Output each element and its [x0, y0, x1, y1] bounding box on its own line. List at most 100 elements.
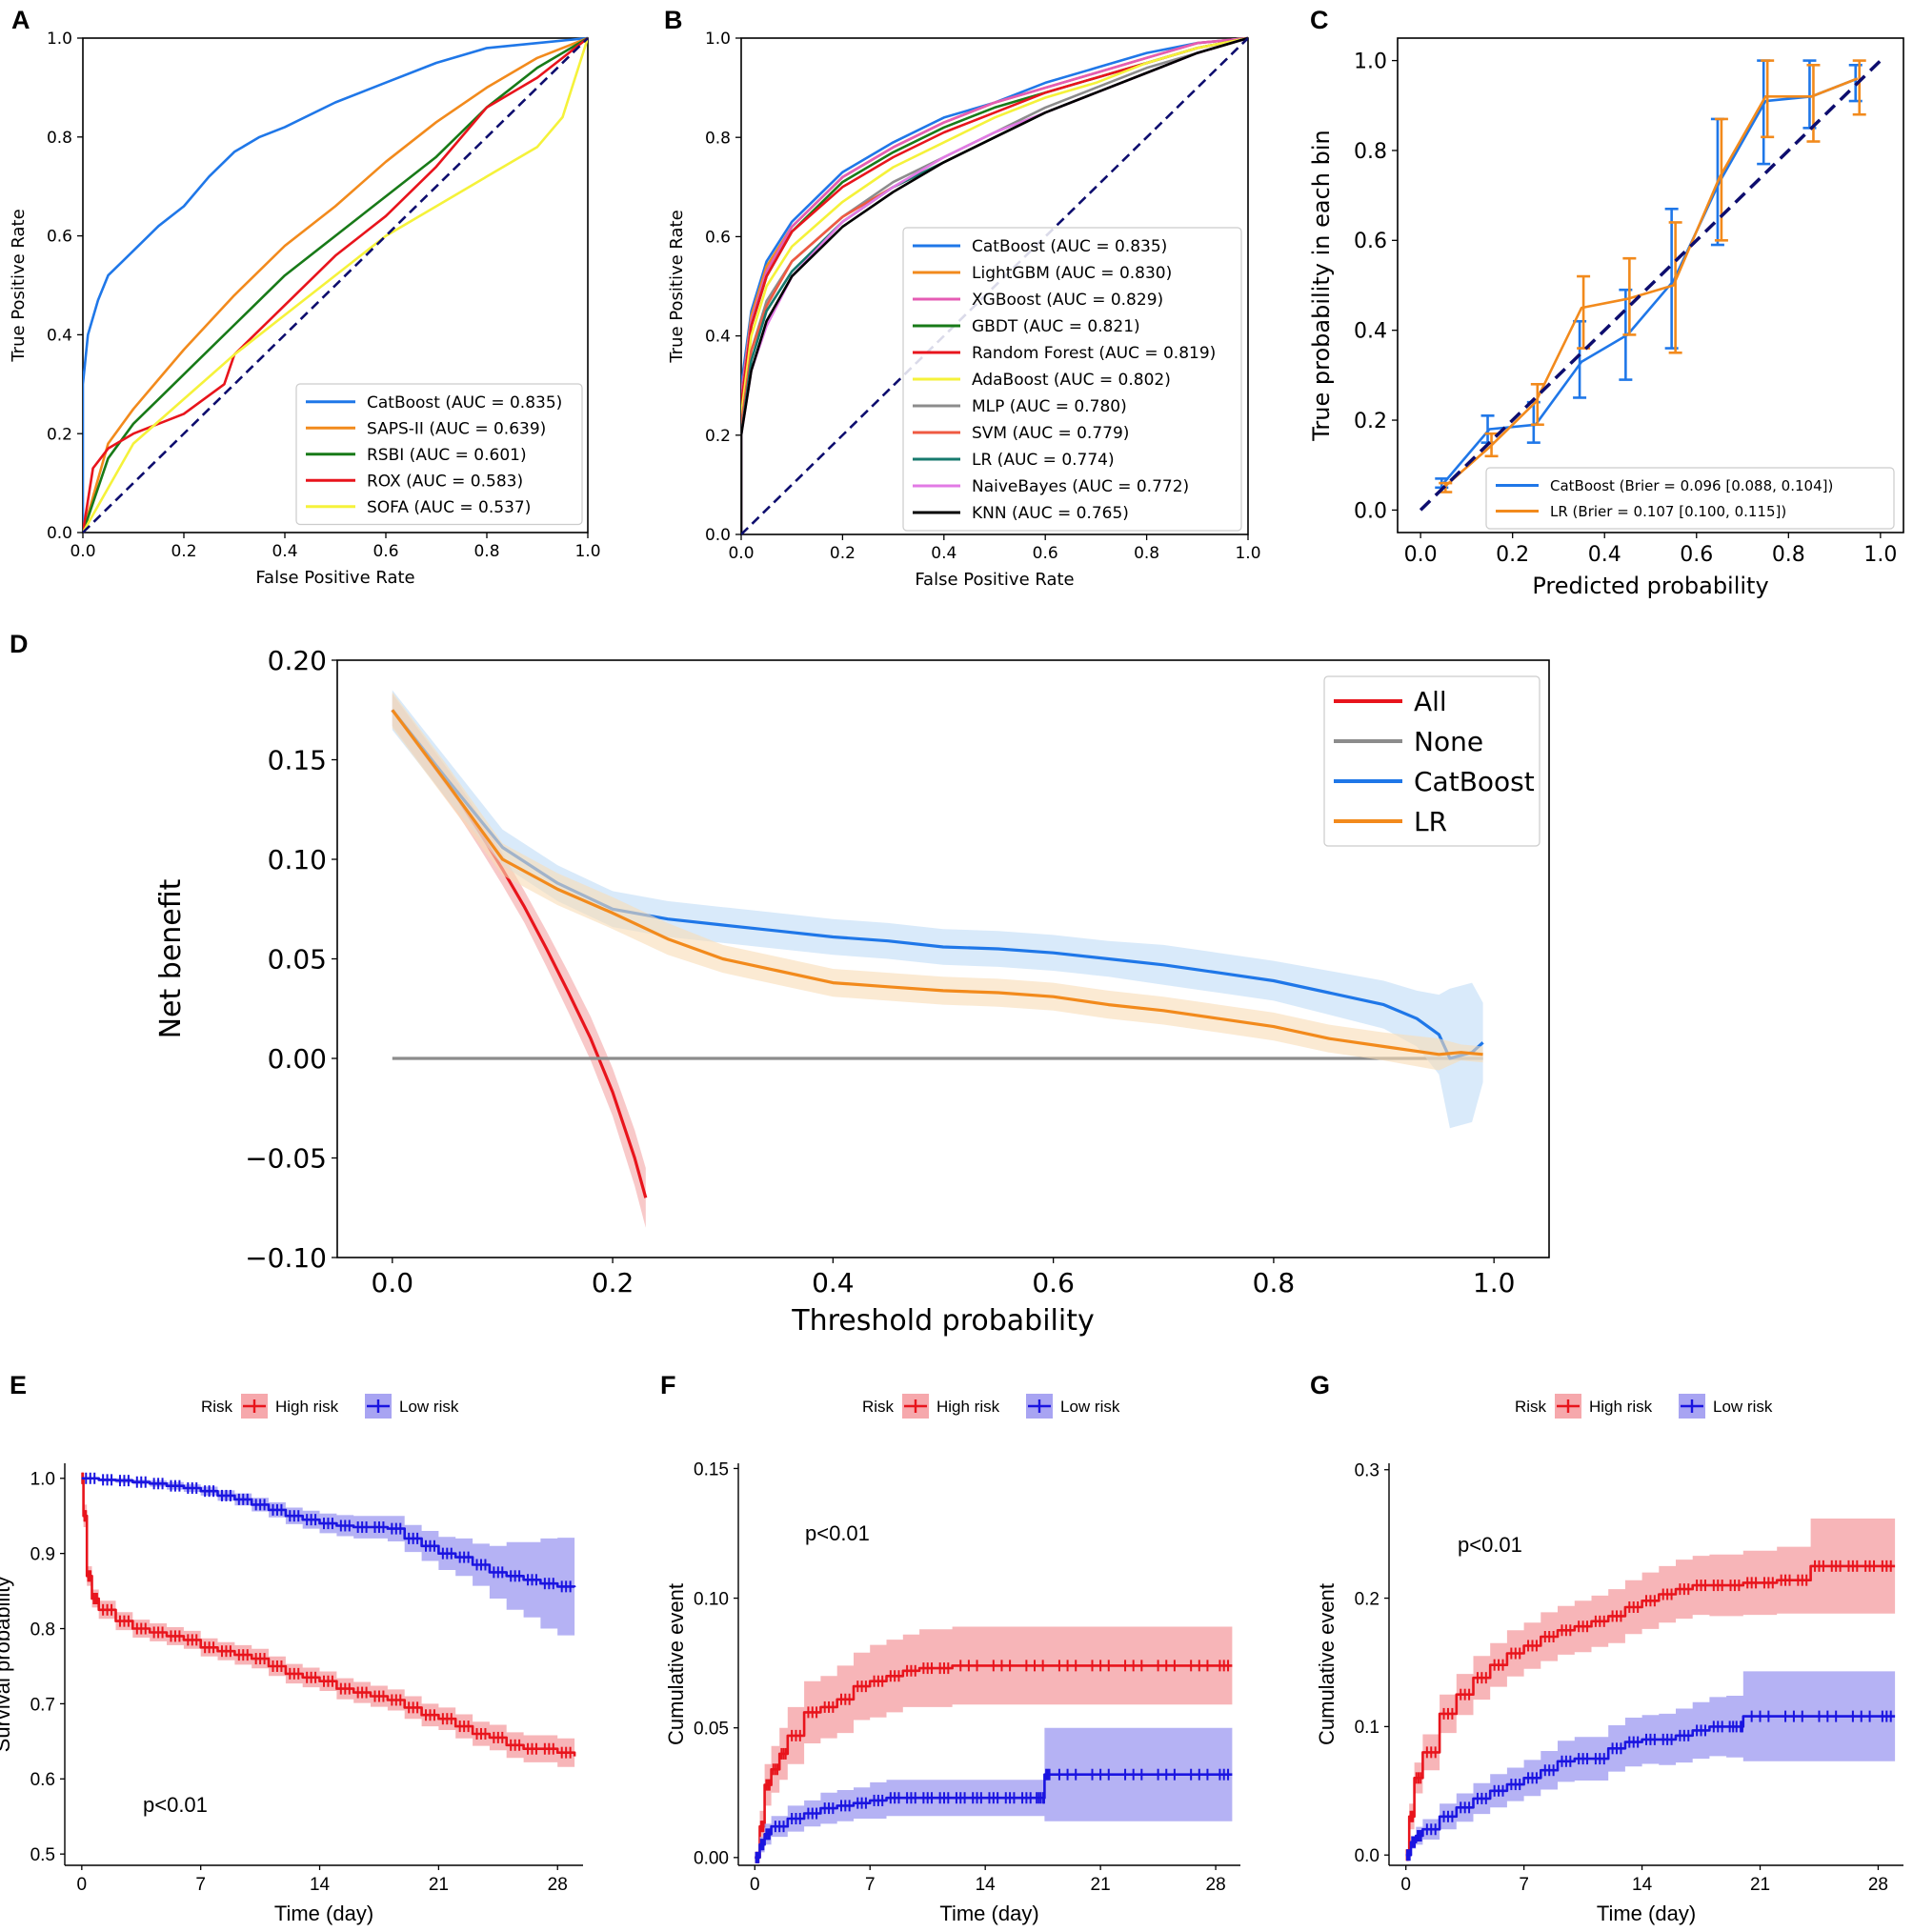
legend-label-random-forest-auc-0-819: Random Forest (AUC = 0.819) [972, 344, 1216, 363]
x-tick-label: 0 [750, 1875, 760, 1895]
x-tick-label: 1.0 [574, 542, 600, 561]
x-tick-label: 21 [429, 1875, 449, 1895]
x-tick-label: 0.0 [1404, 543, 1438, 567]
plot-area [755, 1626, 1233, 1863]
x-tick-label: 0.8 [473, 542, 499, 561]
legend-label-knn-auc-0-765: KNN (AUC = 0.765) [972, 504, 1129, 523]
plot-area [1419, 59, 1883, 512]
x-tick-label: 0.4 [1588, 543, 1621, 567]
y-tick-label: 1.0 [30, 1470, 55, 1490]
x-axis-label: Threshold probability [791, 1304, 1094, 1338]
series-line-xgboost-auc-0-829 [741, 36, 1248, 534]
y-tick-label: 0.10 [694, 1589, 729, 1609]
y-tick-label: 0.8 [705, 129, 731, 148]
legend-label-catboost-auc-0-835: CatBoost (AUC = 0.835) [367, 393, 562, 413]
legend-title: Risk [1515, 1398, 1547, 1416]
x-tick-label: 0.0 [70, 542, 95, 561]
y-tick-label: −0.10 [245, 1242, 327, 1274]
x-tick-label: 1.0 [1473, 1267, 1516, 1298]
x-tick-label: 0.0 [728, 544, 754, 563]
x-tick-label: 7 [1519, 1875, 1529, 1895]
y-tick-label: 0.6 [705, 229, 731, 248]
y-tick-label: 0.00 [694, 1849, 729, 1869]
y-tick-label: 0.7 [30, 1695, 55, 1715]
plot-frame [1397, 37, 1904, 533]
series-line-lr-brier-0-107-0-100-0-115 [1442, 77, 1859, 489]
legend-box [1323, 675, 1540, 847]
y-axis-label: True probability in each bin [1308, 130, 1335, 441]
y-tick-label: 0.15 [268, 745, 327, 776]
series-line-knn-auc-0-765 [741, 36, 1248, 534]
legend-label-rsbi-auc-0-601: RSBI (AUC = 0.601) [367, 446, 527, 465]
y-axis-label: Cumulative event [664, 1583, 688, 1745]
y-tick-label: 0.0 [1355, 1846, 1379, 1866]
y-tick-label: 0.8 [47, 129, 72, 148]
x-tick-label: 0.8 [1253, 1267, 1296, 1298]
y-tick-label: 0.00 [268, 1043, 327, 1075]
y-tick-label: 0.8 [1354, 140, 1387, 164]
series-line-adaboost-auc-0-802 [741, 36, 1248, 534]
panel-B: B 0.0 0.2 0.4 0.6 0.8 1.0 0.0 0.2 0.4 0.6 0.8 1.0 Fal… [664, 6, 1261, 590]
y-tick-label: 0.2 [47, 425, 72, 444]
legend-label-svm-auc-0-779: SVM (AUC = 0.779) [972, 424, 1129, 443]
x-tick-label: 0.2 [171, 542, 196, 561]
x-tick-label: 0 [1400, 1875, 1411, 1895]
x-tick-label: 0.0 [372, 1267, 414, 1298]
y-tick-label: −0.05 [245, 1143, 327, 1175]
legend-label-low-risk: Low risk [1060, 1398, 1120, 1416]
confidence-band-low-risk [81, 1478, 575, 1637]
y-tick-label: 0.2 [1354, 410, 1387, 433]
legend-label-high-risk: High risk [936, 1398, 1000, 1416]
x-tick-label: 1.0 [1235, 544, 1260, 563]
legend-box [1485, 467, 1895, 530]
legend-label-mlp-auc-0-780: MLP (AUC = 0.780) [972, 397, 1127, 416]
panel-label-F: F [660, 1371, 676, 1399]
x-tick-label: 14 [310, 1875, 331, 1895]
series-line-lr [391, 709, 1483, 1057]
y-tick-label: 0.05 [268, 944, 327, 976]
plot-area [1405, 1519, 1896, 1862]
p-value-annotation: p<0.01 [805, 1521, 870, 1545]
legend-label-catboost-auc-0-835: CatBoost (AUC = 0.835) [972, 237, 1167, 256]
x-tick-label: 28 [1868, 1875, 1888, 1895]
legend-label-rox-auc-0-583: ROX (AUC = 0.583) [367, 472, 523, 491]
legend-label-low-risk: Low risk [1713, 1398, 1773, 1416]
y-axis-label: Survival probability [0, 1577, 14, 1753]
legend-title: Risk [862, 1398, 895, 1416]
legend-label-low-risk: Low risk [399, 1398, 459, 1416]
series-line-all [391, 709, 648, 1198]
series-line-saps-ii-auc-0-639 [83, 36, 588, 533]
plot-area [391, 690, 1484, 1228]
x-axis-label: Time (day) [274, 1902, 373, 1925]
y-tick-label: 0.4 [1354, 320, 1387, 344]
legend-label-adaboost-auc-0-802: AdaBoost (AUC = 0.802) [972, 371, 1171, 390]
y-tick-label: 0.2 [1355, 1589, 1379, 1609]
x-tick-label: 14 [976, 1875, 997, 1895]
x-tick-label: 14 [1632, 1875, 1653, 1895]
y-tick-label: 1.0 [705, 30, 731, 49]
x-tick-label: 1.0 [1863, 543, 1897, 567]
legend-label-gbdt-auc-0-821: GBDT (AUC = 0.821) [972, 317, 1140, 336]
panel-label-C: C [1310, 6, 1329, 34]
x-tick-label: 0.8 [1134, 544, 1159, 563]
x-tick-label: 0.2 [1496, 543, 1529, 567]
y-tick-label: 0.6 [1354, 230, 1387, 253]
y-axis-label: True Positive Rate [9, 209, 29, 362]
y-tick-label: 0.6 [30, 1770, 55, 1790]
plot-area [83, 36, 588, 533]
panel-G: G 0 7 14 21 28 0.0 0.1 0.2 0.3 Time (day) Cumulativ… [1310, 1371, 1903, 1925]
series-line-low-risk [1405, 1715, 1896, 1857]
x-axis-label: False Positive Rate [915, 570, 1074, 590]
legend-label-xgboost-auc-0-829: XGBoost (AUC = 0.829) [972, 291, 1163, 310]
panel-label-A: A [11, 6, 30, 34]
panel-label-D: D [10, 630, 29, 658]
series-line-catboost-brier-0-096-0-088-0-104 [1442, 77, 1859, 484]
x-tick-label: 28 [1206, 1875, 1226, 1895]
y-tick-label: 0.0 [705, 526, 731, 545]
legend-label-saps-ii-auc-0-639: SAPS-II (AUC = 0.639) [367, 419, 546, 438]
legend-box [902, 227, 1242, 532]
confidence-band-catboost [392, 690, 1483, 1129]
plot-area [81, 1472, 576, 1772]
y-tick-label: 0.9 [30, 1544, 55, 1564]
x-axis-label: Predicted probability [1532, 573, 1768, 599]
